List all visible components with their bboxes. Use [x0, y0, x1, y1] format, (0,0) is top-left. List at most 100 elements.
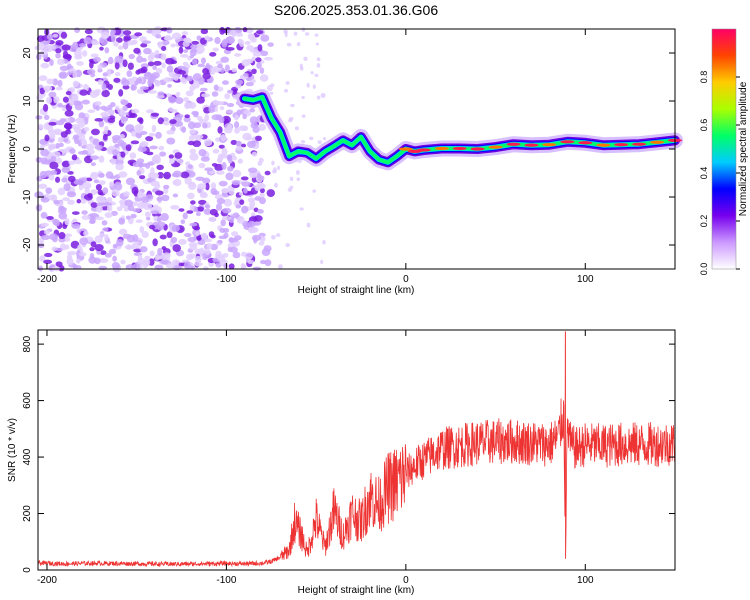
noise-speckle [100, 38, 109, 46]
noise-speckle [49, 58, 54, 67]
noise-speckle [139, 141, 149, 147]
noise-speckle [288, 118, 293, 123]
noise-speckle [101, 220, 108, 226]
noise-speckle [82, 50, 88, 57]
noise-speckle [223, 198, 233, 207]
noise-speckle [64, 218, 70, 226]
noise-speckle [249, 200, 256, 208]
noise-speckle [184, 101, 191, 110]
noise-speckle [188, 242, 198, 248]
noise-speckle [61, 44, 71, 51]
noise-speckle [37, 42, 45, 48]
noise-speckle [234, 84, 242, 89]
noise-speckle [243, 187, 248, 194]
noise-speckle [59, 65, 69, 72]
noise-speckle [203, 266, 209, 271]
noise-speckle [57, 102, 63, 108]
colorbar: 0.0 0.2 0.4 0.6 0.8 Normalized spectral ampl… [699, 28, 749, 275]
noise-speckle [64, 244, 70, 250]
noise-speckle [38, 75, 48, 82]
noise-speckle [100, 31, 110, 40]
noise-speckle [109, 175, 117, 180]
noise-speckle [242, 72, 249, 77]
noise-speckle [257, 123, 267, 131]
noise-speckle [52, 218, 58, 226]
noise-speckle [107, 109, 115, 115]
noise-speckle [155, 131, 162, 139]
noise-speckle [35, 156, 43, 163]
snr-ylabel: SNR (10 * v/v) [7, 418, 18, 482]
noise-speckle [177, 70, 187, 75]
noise-speckle [306, 222, 311, 228]
noise-speckle [240, 176, 249, 181]
noise-speckle [190, 200, 196, 205]
noise-speckle [299, 207, 304, 211]
ridge-core [506, 142, 521, 146]
noise-speckle [72, 264, 78, 269]
noise-speckle [214, 36, 221, 45]
noise-speckle [222, 207, 232, 214]
noise-speckle [231, 231, 239, 237]
noise-speckle [98, 180, 106, 185]
x-tick-label: -100 [216, 575, 236, 586]
noise-speckle [113, 41, 119, 47]
noise-speckle [82, 149, 89, 155]
spectrogram-ridge-layer [236, 89, 683, 171]
noise-speckle [46, 33, 53, 41]
noise-speckle [48, 194, 57, 201]
noise-speckle [122, 233, 132, 240]
noise-speckle [44, 193, 50, 198]
noise-speckle [83, 231, 89, 236]
noise-speckle [145, 216, 151, 221]
noise-speckle [322, 239, 326, 245]
noise-speckle [197, 183, 207, 190]
noise-speckle [149, 250, 155, 257]
noise-speckle [89, 247, 95, 252]
noise-speckle [150, 210, 160, 215]
noise-speckle [257, 209, 264, 214]
spectrogram-y-ticks: -20 -10 0 10 20 [22, 47, 675, 252]
noise-speckle [234, 127, 240, 134]
noise-speckle [273, 182, 278, 188]
noise-speckle [195, 231, 200, 236]
noise-speckle [99, 46, 104, 51]
noise-speckle [204, 114, 210, 122]
noise-speckle [61, 167, 71, 174]
noise-speckle [156, 164, 164, 171]
noise-speckle [199, 87, 208, 92]
noise-speckle [316, 63, 321, 68]
noise-speckle [219, 227, 226, 234]
noise-speckle [133, 47, 141, 54]
noise-speckle [35, 204, 43, 212]
noise-speckle [196, 236, 202, 241]
noise-speckle [102, 72, 108, 77]
x-tick-label: 100 [577, 575, 594, 586]
noise-speckle [205, 182, 210, 191]
noise-speckle [237, 38, 243, 44]
noise-speckle [196, 134, 204, 140]
noise-speckle [175, 113, 184, 119]
noise-speckle [289, 176, 294, 182]
noise-speckle [255, 57, 262, 63]
spectrogram-x-ticks: -200 -100 0 100 [37, 29, 594, 285]
noise-speckle [123, 206, 129, 212]
noise-speckle [72, 95, 79, 102]
noise-speckle [51, 246, 58, 252]
noise-speckle [144, 255, 151, 260]
noise-speckle [306, 82, 310, 88]
noise-speckle [112, 137, 119, 144]
noise-speckle [104, 252, 112, 258]
ridge-core [416, 148, 431, 152]
noise-speckle [48, 233, 59, 241]
noise-speckle [131, 186, 139, 195]
ridge-core [596, 143, 611, 147]
noise-speckle [172, 170, 182, 178]
noise-speckle [293, 31, 298, 36]
noise-speckle [47, 45, 56, 50]
noise-speckle [107, 148, 114, 155]
noise-speckle [234, 121, 240, 129]
noise-speckle [94, 216, 104, 221]
noise-speckle [62, 54, 72, 60]
noise-speckle [78, 112, 86, 119]
